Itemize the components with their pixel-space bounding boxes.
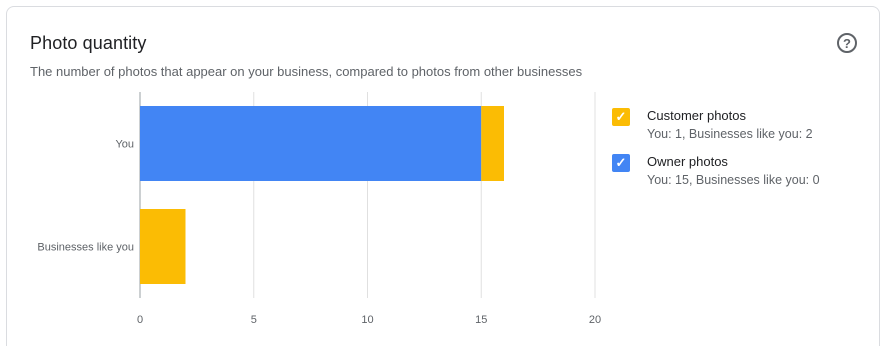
x-tick-label: 5 <box>251 314 257 326</box>
legend-label: Customer photos <box>647 108 746 123</box>
card-title: Photo quantity <box>30 33 147 53</box>
category-label: You <box>115 139 134 151</box>
legend-detail: You: 1, Businesses like you: 2 <box>647 127 813 141</box>
bar-owner-photos <box>140 106 482 181</box>
checkbox-icon[interactable]: ✓ <box>612 108 630 126</box>
x-tick-label: 20 <box>589 314 601 326</box>
bar-customer-photos <box>481 106 504 181</box>
x-tick-label: 15 <box>475 314 487 326</box>
x-tick-label: 0 <box>137 314 143 326</box>
checkbox-icon[interactable]: ✓ <box>612 154 630 172</box>
legend-label: Owner photos <box>647 154 728 169</box>
card-subtitle: The number of photos that appear on your… <box>30 64 583 79</box>
bar-customer-photos <box>140 209 186 284</box>
x-tick-label: 10 <box>361 314 373 326</box>
help-icon[interactable]: ? <box>837 33 857 53</box>
legend-detail: You: 15, Businesses like you: 0 <box>647 173 820 187</box>
category-label: Businesses like you <box>37 242 134 254</box>
